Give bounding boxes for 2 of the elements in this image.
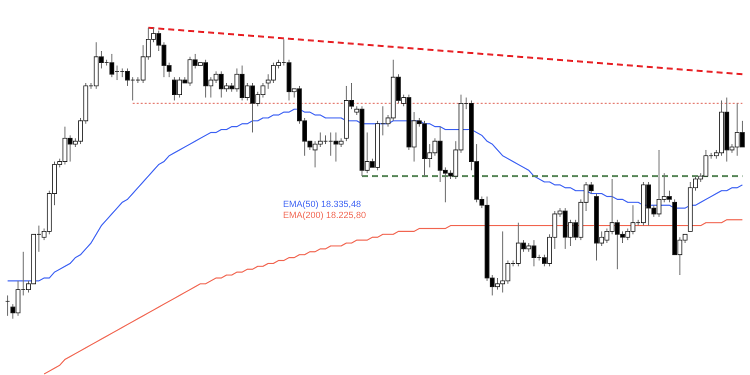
text: EMA(50) 18.335,48 bbox=[283, 199, 362, 209]
text: EMA(200) 18.225,80 bbox=[283, 210, 366, 220]
